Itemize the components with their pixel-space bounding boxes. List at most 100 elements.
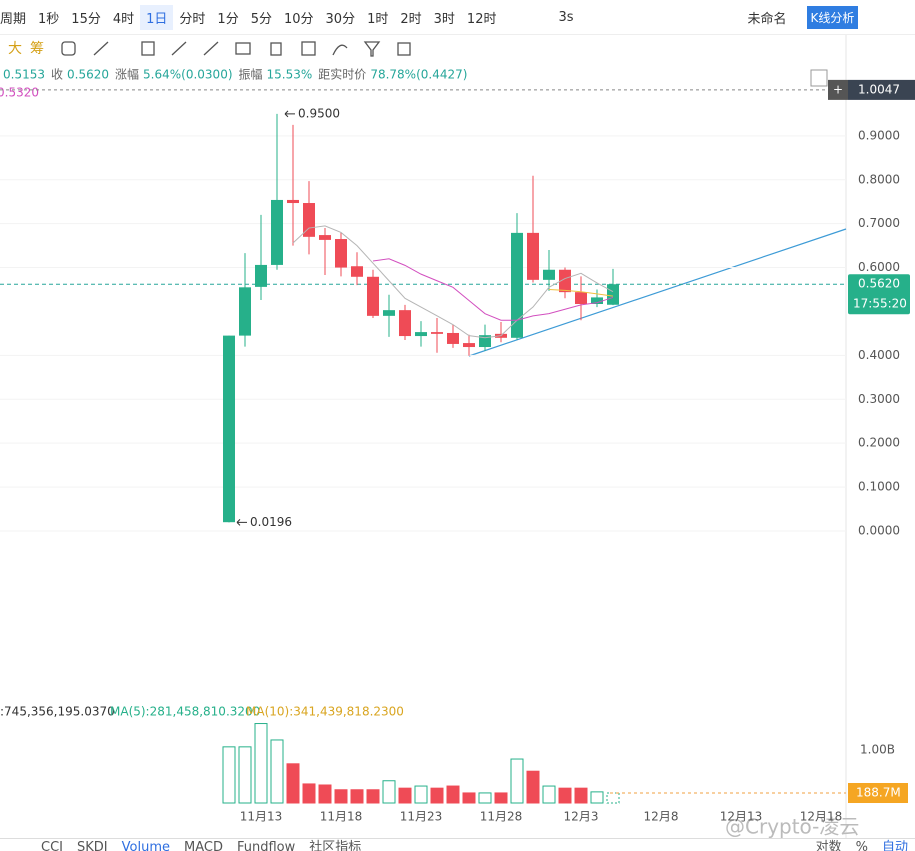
cursor-box bbox=[828, 79, 848, 100]
volume-ma5: MA(5):281,458,810.3200 bbox=[110, 705, 260, 719]
fullscreen-icon[interactable] bbox=[810, 69, 828, 87]
cursor-plus: + bbox=[833, 82, 843, 96]
volume-bar bbox=[382, 780, 396, 804]
analysis-button[interactable]: K线分析 bbox=[806, 5, 859, 29]
candle-body bbox=[463, 343, 475, 348]
candle-body bbox=[383, 310, 395, 316]
volume-last-bg bbox=[848, 783, 908, 804]
volume-bar bbox=[430, 787, 444, 804]
candle-body bbox=[351, 266, 363, 277]
countdown: 17:55:20 bbox=[853, 297, 907, 311]
layout-name[interactable]: 未命名 bbox=[747, 11, 787, 27]
x-tick-label: 11月18 bbox=[320, 810, 363, 824]
indicator-tab[interactable]: Fundflow bbox=[236, 840, 296, 851]
volume-last-label: 188.7M bbox=[856, 786, 901, 800]
indicator-tabs: CCI SKDJ Volume MACD Fundflow 社区指标 对数% 自动 bbox=[0, 838, 915, 851]
x-tick-label: 11月23 bbox=[400, 810, 443, 824]
volume-bar bbox=[398, 787, 412, 804]
interval-button[interactable]: 4时 bbox=[112, 11, 135, 27]
candle-body bbox=[591, 297, 603, 304]
interval-button[interactable]: 1分 bbox=[217, 11, 239, 27]
volume-bar bbox=[222, 746, 236, 804]
y-tick-label: 0.2000 bbox=[858, 436, 900, 450]
candle-body bbox=[271, 199, 283, 265]
info-value: 0.5620 bbox=[67, 68, 109, 82]
volume-bar bbox=[494, 792, 508, 804]
marker-label: 0.9500 bbox=[298, 106, 340, 120]
candle-body bbox=[511, 232, 523, 338]
volume-bar bbox=[446, 785, 460, 804]
candle-body bbox=[527, 232, 539, 280]
y-tick-label: 0.8000 bbox=[858, 172, 900, 186]
interval-button[interactable]: 1日 bbox=[140, 4, 174, 30]
candle-body bbox=[479, 335, 491, 348]
volume-bar bbox=[606, 792, 620, 804]
interval-button[interactable]: 15分 bbox=[71, 11, 101, 27]
interval-button[interactable]: 30分 bbox=[325, 11, 356, 27]
tool-label[interactable]: 大 bbox=[8, 41, 22, 57]
volume-bar bbox=[574, 787, 588, 804]
interval-button[interactable]: 分时 bbox=[179, 11, 206, 27]
interval-button[interactable]: 3时 bbox=[433, 11, 455, 27]
volume-header: 量:745,356,195.0370 bbox=[0, 705, 115, 719]
tool-label[interactable]: 筹 bbox=[30, 40, 44, 57]
candle-body bbox=[335, 239, 347, 268]
volume-bar bbox=[334, 789, 348, 804]
candle-body bbox=[575, 292, 587, 304]
scale-option[interactable]: 对数 bbox=[815, 840, 842, 851]
spacer bbox=[368, 839, 808, 851]
indicator-tab[interactable]: Volume bbox=[121, 840, 170, 851]
x-tick-label: 12月13 bbox=[720, 810, 763, 824]
y-tick-label: 0.0000 bbox=[858, 523, 900, 537]
volume-bar bbox=[270, 739, 284, 804]
indicator-tab[interactable]: MACD bbox=[183, 840, 223, 851]
volume-bar bbox=[286, 763, 300, 804]
info-label: 涨幅 bbox=[115, 67, 139, 82]
ma-line bbox=[292, 225, 614, 339]
candle-body bbox=[543, 269, 555, 280]
interval-button[interactable]: 2时 bbox=[400, 11, 422, 27]
interval-button[interactable]: 1秒 bbox=[38, 11, 60, 27]
toolbar: 周期 1秒 15分 4时 1日 分时 1分 5分 10分 30分 1时 2时 3时 12时 3s 未命名 K线分… bbox=[0, 0, 915, 35]
spacer bbox=[580, 14, 742, 20]
volume-bar bbox=[542, 785, 556, 804]
refresh-button[interactable]: 3s bbox=[558, 9, 574, 25]
info-label: 距实时价 bbox=[318, 67, 366, 82]
interval-button[interactable]: 12时 bbox=[466, 11, 497, 27]
indicator-tab[interactable]: 社区指标 bbox=[309, 840, 362, 851]
volume-bar bbox=[510, 758, 524, 804]
candle-body bbox=[319, 235, 331, 240]
volume-bar bbox=[238, 746, 252, 804]
x-tick-label: 11月13 bbox=[240, 810, 283, 824]
scale-option[interactable]: % bbox=[855, 840, 868, 851]
volume-bar bbox=[366, 789, 380, 804]
candle-body bbox=[367, 276, 379, 316]
volume-bar bbox=[302, 783, 316, 804]
x-tick-label: 12月8 bbox=[644, 810, 679, 824]
interval-button[interactable]: 5分 bbox=[250, 11, 272, 27]
indicator-tab[interactable]: CCI bbox=[41, 840, 63, 851]
volume-bar bbox=[254, 723, 268, 804]
tool-icons bbox=[61, 41, 411, 57]
period-select[interactable]: 周期 bbox=[0, 11, 27, 27]
last-price-label: 0.5620 bbox=[858, 277, 900, 291]
candle-body bbox=[303, 203, 315, 237]
info-value: 15.53% bbox=[267, 68, 313, 82]
info-value: 5.64%(0.0300) bbox=[143, 68, 232, 82]
indicator-tab[interactable]: SKDJ bbox=[77, 840, 108, 851]
interval-button[interactable]: 10分 bbox=[283, 11, 314, 27]
y-tick-label: 0.9000 bbox=[858, 128, 900, 142]
scale-option[interactable]: 自动 bbox=[881, 840, 908, 851]
interval-button[interactable]: 1时 bbox=[367, 11, 389, 27]
volume-bar bbox=[318, 784, 332, 804]
y-tick-label: 0.3000 bbox=[858, 392, 900, 406]
x-tick-label: 11月28 bbox=[480, 810, 523, 824]
candle-body bbox=[447, 332, 459, 344]
cursor-label-bg bbox=[848, 79, 915, 100]
last-price-bg bbox=[848, 274, 910, 315]
volume-ma10: MA(10):341,439,818.2300 bbox=[246, 705, 404, 719]
volume-bar bbox=[462, 792, 476, 804]
candle-body bbox=[431, 332, 443, 334]
